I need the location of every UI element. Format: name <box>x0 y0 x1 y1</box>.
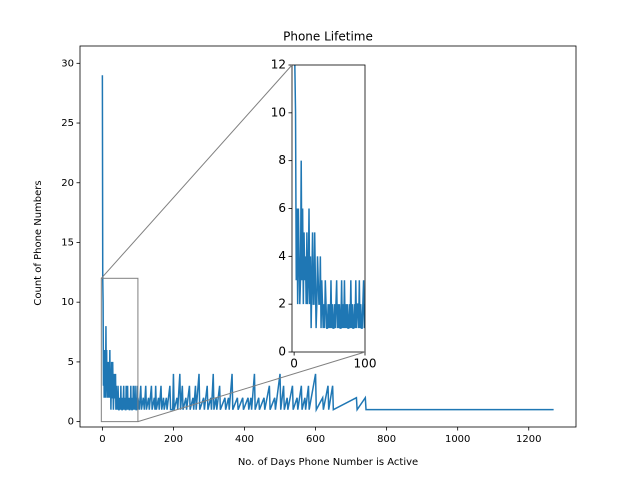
x-tick-label: 200 <box>164 434 183 445</box>
y-tick-label: 25 <box>61 118 74 129</box>
x-tick-label: 0 <box>290 357 298 371</box>
y-tick-label: 30 <box>61 58 74 69</box>
y-tick-label: 2 <box>278 297 286 311</box>
y-tick-label: 10 <box>271 105 286 119</box>
zoom-connector <box>100 64 293 279</box>
y-tick-label: 20 <box>61 178 74 189</box>
y-tick-label: 12 <box>271 58 286 72</box>
x-tick-label: 600 <box>306 434 325 445</box>
zoom-indicator <box>100 277 139 423</box>
data-line <box>101 75 554 413</box>
y-tick-label: 5 <box>68 357 74 368</box>
y-axis-label: Count of Phone Numbers <box>33 180 44 305</box>
y-tick-label: 15 <box>61 237 74 248</box>
inset <box>291 64 366 353</box>
y-tick-label: 10 <box>61 297 74 308</box>
y-tick-label: 0 <box>68 417 74 428</box>
y-tick-label: 6 <box>278 201 286 215</box>
zoom-connector <box>137 351 366 423</box>
x-tick-label: 400 <box>235 434 254 445</box>
main-frame <box>79 45 577 428</box>
x-axis-label: No. of Days Phone Number is Active <box>238 457 418 468</box>
y-tick-label: 0 <box>278 345 286 359</box>
y-tick-label: 8 <box>278 153 286 167</box>
chart-title: Phone Lifetime <box>283 30 373 44</box>
x-tick-label: 0 <box>99 434 105 445</box>
x-tick-label: 100 <box>354 357 377 371</box>
data-line <box>294 65 365 329</box>
y-tick-label: 4 <box>278 249 286 263</box>
x-tick-label: 1000 <box>445 434 470 445</box>
main-plot <box>101 75 554 413</box>
x-tick-label: 800 <box>377 434 396 445</box>
x-tick-label: 1200 <box>516 434 541 445</box>
